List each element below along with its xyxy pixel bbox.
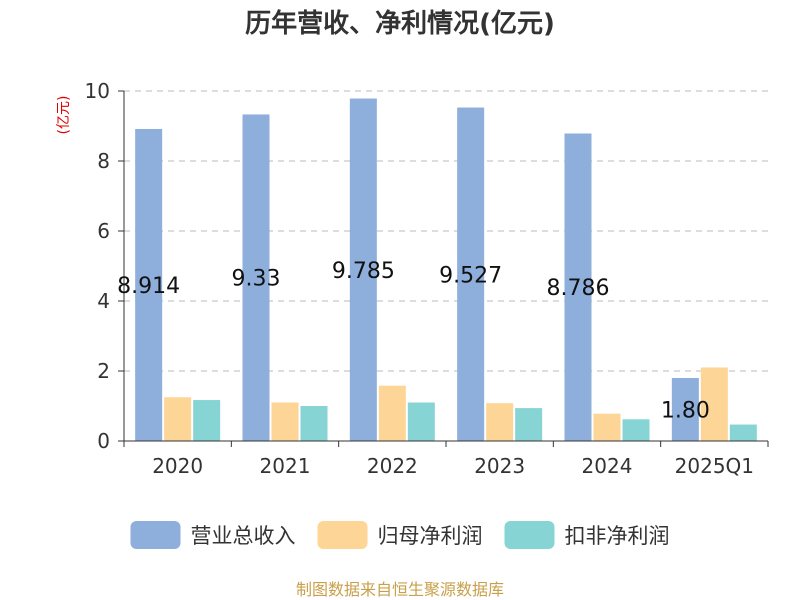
grid-lines	[124, 90, 768, 372]
legend-label: 营业总收入	[191, 524, 296, 548]
bar	[564, 133, 592, 442]
bars	[135, 98, 757, 442]
y-tick-label: 8	[97, 149, 110, 173]
y-axis-unit-label: (亿元)	[56, 96, 72, 135]
legend-swatch	[504, 521, 555, 549]
source-note: 制图数据来自恒生聚源数据库	[296, 580, 504, 599]
bar	[378, 385, 406, 441]
data-label: 1.80	[661, 399, 710, 424]
x-tick-label: 2021	[260, 454, 311, 478]
legend-label: 扣非净利润	[565, 524, 670, 548]
bar	[242, 114, 270, 441]
bar	[729, 424, 757, 441]
legend-swatch	[317, 521, 368, 549]
legend-label: 归母净利润	[378, 524, 483, 548]
x-tick-label: 2023	[474, 454, 525, 478]
bar	[486, 403, 514, 441]
bar	[349, 98, 377, 442]
bar	[700, 367, 728, 441]
data-label: 8.786	[547, 276, 610, 301]
x-tick-label: 2020	[152, 454, 203, 478]
bar	[515, 408, 543, 441]
legend-swatch	[130, 521, 181, 549]
data-label: 9.527	[439, 263, 502, 288]
y-tick-label: 4	[97, 289, 110, 313]
bar	[593, 413, 621, 441]
axes: 0 2 4 6 8 10 2020 2021 2022 2023 2024 2025Q1	[85, 79, 769, 478]
y-tick-label: 0	[97, 429, 110, 453]
bar	[193, 400, 221, 441]
x-tick-label: 2025Q1	[675, 454, 754, 478]
bar	[407, 402, 435, 441]
bar	[271, 402, 299, 441]
bar	[135, 129, 163, 441]
y-tick-label: 2	[97, 359, 110, 383]
legend: 营业总收入 归母净利润 扣非净利润	[130, 521, 670, 549]
bar	[622, 419, 650, 441]
bar	[164, 397, 192, 441]
data-label: 8.914	[117, 274, 180, 299]
chart-title: 历年营收、净利情况(亿元)	[245, 8, 555, 39]
x-tick-label: 2024	[582, 454, 633, 478]
data-labels: 8.914 9.33 9.785 9.527 8.786 1.80	[117, 259, 710, 424]
bar	[457, 107, 485, 442]
bar	[300, 406, 328, 441]
data-label: 9.33	[232, 267, 281, 292]
bar	[671, 378, 699, 441]
data-label: 9.785	[332, 259, 395, 284]
x-tick-label: 2022	[367, 454, 418, 478]
y-tick-label: 10	[85, 79, 110, 103]
y-tick-label: 6	[97, 219, 110, 243]
